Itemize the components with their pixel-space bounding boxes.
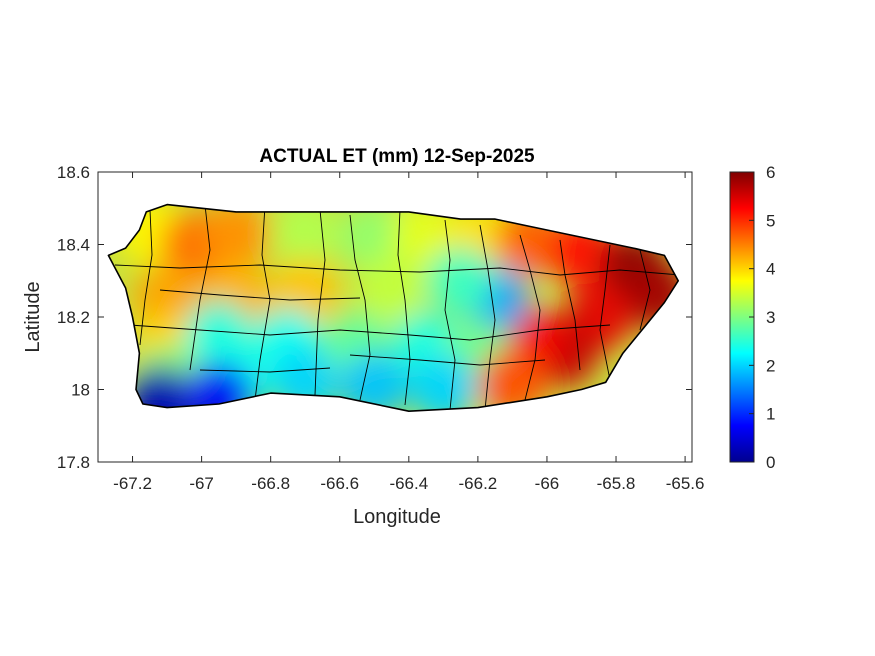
y-tick-label: 18.2 xyxy=(57,308,90,327)
x-tick-label: -67.2 xyxy=(113,474,152,493)
y-tick-label: 18.4 xyxy=(57,236,90,255)
et-sample-point xyxy=(357,254,426,322)
et-sample-point xyxy=(126,366,195,412)
x-tick-label: -65.6 xyxy=(666,474,705,493)
colorbar: 0 1 2 3 4 5 6 xyxy=(729,163,775,472)
colorbar-tick-label: 6 xyxy=(766,163,775,182)
x-tick-label: -67 xyxy=(189,474,214,493)
x-tick-label: -66.6 xyxy=(320,474,359,493)
colorbar-tick-label: 3 xyxy=(766,308,775,327)
y-tick-label: 17.8 xyxy=(57,453,90,472)
x-tick-label: -66.8 xyxy=(251,474,290,493)
island-outline xyxy=(107,203,679,412)
et-sample-point xyxy=(271,204,340,268)
y-tick-label: 18 xyxy=(71,381,90,400)
y-axis-label: Latitude xyxy=(22,281,44,352)
chart-title: ACTUAL ET (mm) 12-Sep-2025 xyxy=(259,146,535,167)
colorbar-tick-label: 0 xyxy=(766,453,775,472)
et-sample-point xyxy=(426,246,495,315)
et-sample-point xyxy=(133,264,202,333)
et-sample-point xyxy=(184,362,253,412)
colorbar-ticks: 0 1 2 3 4 5 6 xyxy=(749,163,775,472)
colorbar-tick-label: 5 xyxy=(766,211,775,230)
y-axis-ticks: 17.8 18 18.2 18.4 18.6 xyxy=(57,163,692,472)
colorbar-tick-label: 4 xyxy=(766,260,775,279)
y-tick-label: 18.6 xyxy=(57,163,90,182)
x-tick-label: -65.8 xyxy=(597,474,636,493)
et-heatmap xyxy=(108,204,679,412)
x-axis-ticks: -67.2 -67 -66.8 -66.6 -66.4 -66.2 -66 -65.8 -65.… xyxy=(113,172,704,493)
x-tick-label: -66.2 xyxy=(459,474,498,493)
colorbar-tick-label: 2 xyxy=(766,356,775,375)
plot-area xyxy=(97,171,693,463)
et-sample-point xyxy=(202,204,271,268)
colorbar-tick-label: 1 xyxy=(766,405,775,424)
x-tick-label: -66 xyxy=(535,474,560,493)
x-axis-label: Longitude xyxy=(353,506,441,528)
et-sample-point xyxy=(409,355,478,412)
x-tick-label: -66.4 xyxy=(389,474,428,493)
municipality-boundaries xyxy=(114,204,679,411)
